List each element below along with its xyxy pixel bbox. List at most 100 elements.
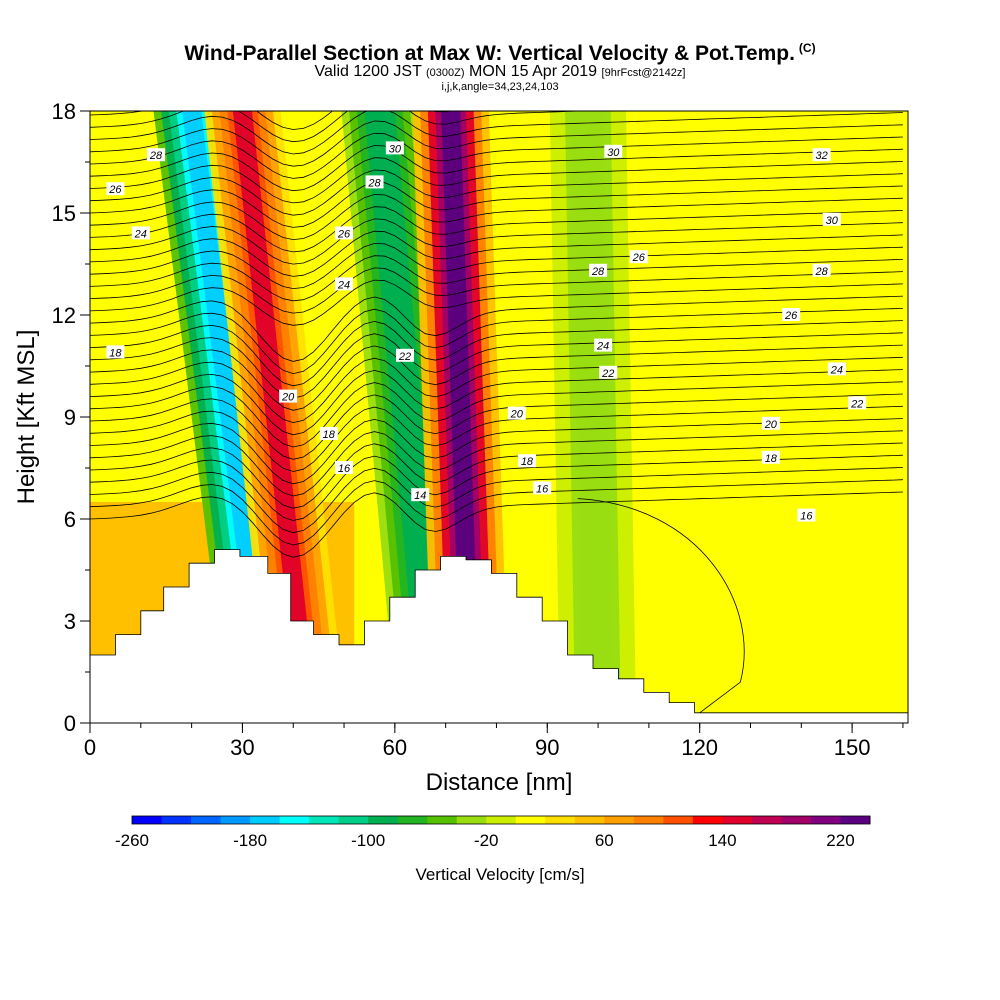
contour-label: 30 <box>607 147 620 159</box>
colorbar-swatch <box>722 816 753 824</box>
colorbar-swatch <box>220 816 251 824</box>
colorbar-tick-label: 140 <box>708 831 736 850</box>
terrain-mask <box>90 549 908 723</box>
x-tick-label: 30 <box>230 735 254 760</box>
contour-label-bg <box>335 226 354 240</box>
contour-label-bg <box>812 263 831 277</box>
contour-label-bg <box>396 348 415 362</box>
colorbar-swatch <box>515 816 546 824</box>
plot-area: 28 26 24 18 30 28 26 24 22 20 18 16 14 30 28 26 24 22 20 18… <box>90 111 908 723</box>
colorbar-swatch <box>132 816 163 824</box>
contour-label-bg <box>411 488 430 502</box>
colorbar-swatch <box>427 816 458 824</box>
contour-label-bg <box>319 427 338 440</box>
contour-label-bg <box>106 182 125 196</box>
contour-label-bg <box>797 508 816 522</box>
contour-label: 28 <box>149 150 163 162</box>
contour-label: 28 <box>591 266 605 278</box>
colorbar-tick-label: -180 <box>233 831 267 850</box>
contour-label-bg <box>533 481 552 495</box>
y-tick-label: 12 <box>52 303 76 328</box>
y-tick-label: 3 <box>64 609 76 634</box>
colorbar-swatch <box>368 816 399 824</box>
valid-date: MON 15 Apr 2019 <box>469 63 598 80</box>
colorbar: -260 -180 -100 -20 60 140 220 Vertical Velocity… <box>115 815 871 884</box>
contour-label: 28 <box>815 266 829 278</box>
contour-label-bg <box>761 450 780 464</box>
theta-contour-line <box>90 491 903 558</box>
x-tick-label: 150 <box>834 735 871 760</box>
contour-label-bg <box>848 396 867 410</box>
colorbar-tick-label: 60 <box>595 831 614 850</box>
colorbar-swatch <box>751 816 782 824</box>
x-tick-label: 0 <box>84 735 96 760</box>
colorbar-label: Vertical Velocity [cm/s] <box>415 865 584 884</box>
theta-contour-line <box>90 194 903 241</box>
contour-label-bg <box>594 338 613 352</box>
theta-contour-line <box>90 405 903 472</box>
contour-label-bg <box>822 212 841 226</box>
contour-label-bg <box>365 175 384 189</box>
contour-label: 24 <box>134 228 147 240</box>
contour-label: 20 <box>510 409 524 421</box>
contour-label-bg <box>335 461 354 474</box>
contour-label: 26 <box>337 228 351 240</box>
theta-contour-line <box>90 393 903 460</box>
contour-label-bg <box>589 263 608 277</box>
contour-label: 24 <box>830 364 843 376</box>
theta-contour-line <box>90 242 903 290</box>
colorbar-tick-label: 220 <box>826 831 854 850</box>
grid-indices: i,j,k,angle=34,23,24,103 <box>441 81 559 93</box>
theta-contour-line <box>90 181 903 228</box>
x-tick-label: 60 <box>383 735 407 760</box>
contour-label: 22 <box>398 351 411 363</box>
colorbar-tick-label: -260 <box>115 831 149 850</box>
valid-time-line: Valid 1200 JST (0300Z) MON 15 Apr 2019 [… <box>0 64 1000 81</box>
chart-title-text: Wind-Parallel Section at Max W: Vertical… <box>184 42 795 65</box>
contour-label: 22 <box>601 368 614 380</box>
contour-label-bg <box>761 416 780 430</box>
y-axis-label: Height [Kft MSL] <box>13 330 40 505</box>
theta-contour-line <box>90 145 903 192</box>
contour-label-bg <box>131 226 150 240</box>
theta-contour-line <box>90 157 903 204</box>
contour-label: 28 <box>367 177 381 189</box>
contour-label-bg <box>335 277 354 291</box>
contour-label: 18 <box>109 347 122 359</box>
theta-contour-line <box>90 111 594 143</box>
contour-label: 20 <box>764 419 778 431</box>
contour-label-bg <box>507 406 526 420</box>
contour-label: 30 <box>826 215 839 227</box>
colorbar-swatch <box>574 816 605 824</box>
contour-label-bg <box>517 454 536 468</box>
x-tick-label: 90 <box>535 735 559 760</box>
contour-label: 24 <box>596 341 609 353</box>
contour-label-bg <box>385 141 404 155</box>
contour-label-bg <box>147 148 166 162</box>
x-tick-label: 120 <box>681 735 718 760</box>
valid-utc: (0300Z) <box>426 67 465 79</box>
theta-contour-line <box>90 308 903 375</box>
y-tick-label: 15 <box>52 201 76 226</box>
theta-contours <box>90 111 903 714</box>
contour-label-bg <box>782 308 801 321</box>
forecast-info: [9hrFcst@2142z] <box>601 67 686 79</box>
theta-contour-labels: 28 26 24 18 30 28 26 24 22 20 18 16 14 30 28 26 24 22 20 18… <box>106 141 867 523</box>
colorbar-swatch <box>781 816 812 824</box>
colorbar-swatch <box>663 816 694 824</box>
contour-label: 26 <box>784 310 798 322</box>
contour-label: 18 <box>323 429 336 441</box>
contour-label: 24 <box>337 279 350 291</box>
theta-contour-line <box>90 430 903 497</box>
y-tick-label: 6 <box>64 507 76 532</box>
updraft-band-level <box>232 111 318 723</box>
y-tick-label: 0 <box>64 711 76 736</box>
y-tick-label: 9 <box>64 405 76 430</box>
colorbar-swatch <box>338 816 369 824</box>
colorbar-tick-label: -20 <box>474 831 499 850</box>
colorbar-swatch <box>545 816 576 824</box>
colorbar-swatch <box>397 816 428 824</box>
contour-label: 26 <box>108 184 122 196</box>
theta-contour-line <box>90 132 903 179</box>
